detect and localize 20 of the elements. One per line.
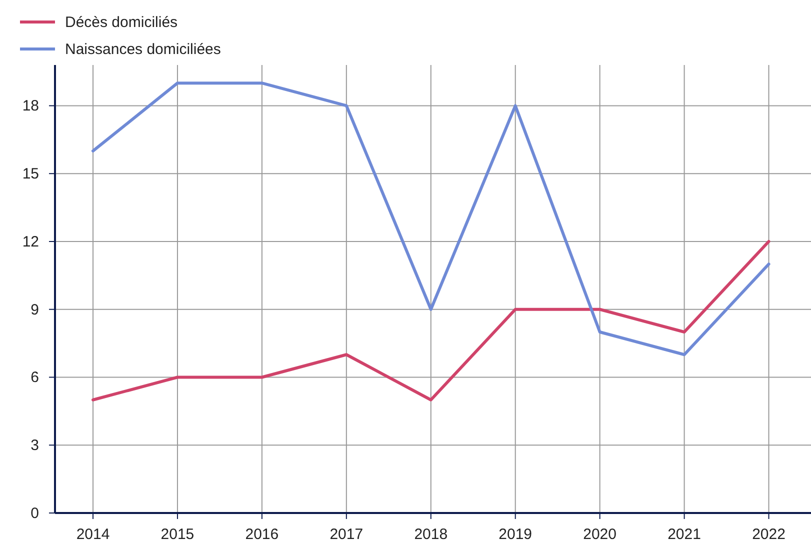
line-series xyxy=(92,82,770,356)
x-tick-label: 2019 xyxy=(498,526,532,543)
x-tick-label: 2014 xyxy=(76,526,110,543)
legend-label: Décès domiciliés xyxy=(65,14,178,31)
x-tick-label: 2015 xyxy=(160,526,194,543)
x-tick-label: 2016 xyxy=(245,526,279,543)
x-tick-label: 2018 xyxy=(414,526,448,543)
y-tick-label: 15 xyxy=(22,166,39,183)
line-series xyxy=(92,240,770,402)
y-tick-label: 12 xyxy=(22,233,39,250)
x-tick-label: 2021 xyxy=(668,526,701,543)
x-tick-label: 2020 xyxy=(583,526,617,543)
legend-label: Naissances domiciliées xyxy=(65,41,221,58)
x-tick-label: 2017 xyxy=(330,526,364,543)
y-tick-label: 0 xyxy=(30,505,39,522)
y-tick-label: 3 xyxy=(30,437,39,454)
y-tick-label: 9 xyxy=(30,301,39,318)
y-tick-label: 18 xyxy=(22,98,39,115)
x-tick-label: 2022 xyxy=(752,526,786,543)
y-tick-label: 6 xyxy=(30,369,39,386)
